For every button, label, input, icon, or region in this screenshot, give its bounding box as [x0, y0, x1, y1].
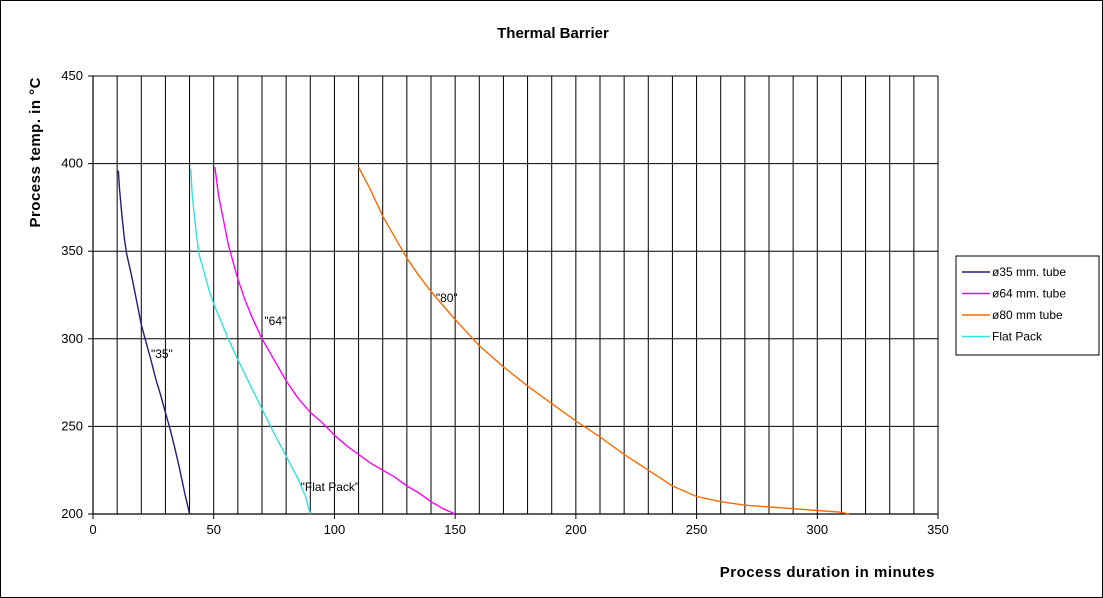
curve-annotation: "35" — [151, 347, 173, 361]
y-tick-label: 350 — [61, 243, 83, 258]
y-tick-label: 450 — [61, 68, 83, 83]
legend-label: ø80 mm tube — [992, 308, 1063, 322]
x-tick-label: 50 — [206, 522, 220, 537]
series-line — [214, 167, 456, 515]
x-tick-label: 0 — [89, 522, 96, 537]
x-tick-label: 100 — [324, 522, 346, 537]
axis-ticks: 0 50 100 150 200 250 300 350 200 250 300 350 400 450 — [61, 68, 949, 537]
series-layer — [117, 166, 849, 515]
annotations: "35" "64" "80" "Flat Pack" — [151, 291, 458, 494]
legend-label: ø64 mm. tube — [992, 287, 1066, 301]
curve-annotation: "64" — [264, 314, 286, 328]
x-tick-label: 300 — [806, 522, 828, 537]
legend: ø35 mm. tube ø64 mm. tube ø80 mm tube Flat … — [955, 255, 1100, 356]
y-tick-label: 400 — [61, 156, 83, 171]
x-axis-title: Process duration in minutes — [720, 564, 935, 581]
y-axis-title: Process temp. in °C — [27, 77, 44, 228]
x-tick-label: 200 — [565, 522, 587, 537]
x-tick-label: 250 — [686, 522, 708, 537]
legend-label: Flat Pack — [992, 330, 1043, 344]
series-line — [357, 166, 849, 515]
x-tick-label: 350 — [927, 522, 949, 537]
y-tick-label: 200 — [61, 506, 83, 521]
series-line — [117, 170, 191, 515]
series-line — [190, 168, 311, 515]
curve-annotation: "Flat Pack" — [301, 480, 360, 494]
x-tick-label: 150 — [444, 522, 466, 537]
y-tick-label: 300 — [61, 331, 83, 346]
curve-annotation: "80" — [436, 291, 458, 305]
legend-label: ø35 mm. tube — [992, 265, 1066, 279]
chart-title: Thermal Barrier — [497, 25, 609, 42]
y-tick-label: 250 — [61, 418, 83, 433]
gridlines — [88, 75, 939, 519]
